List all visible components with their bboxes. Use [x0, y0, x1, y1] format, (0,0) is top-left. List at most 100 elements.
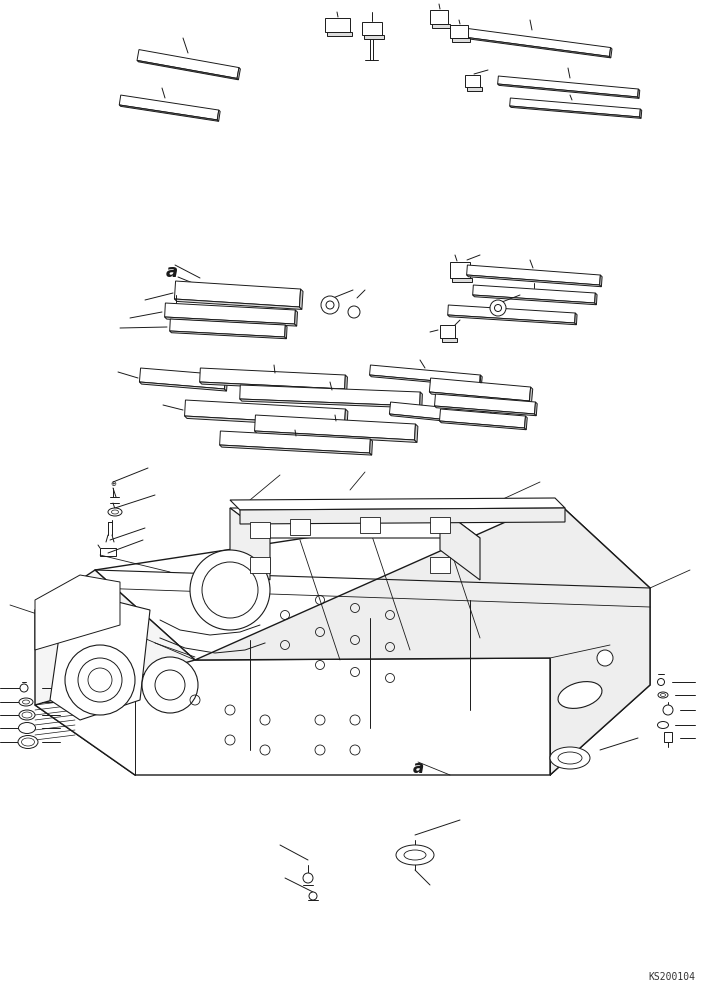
- Polygon shape: [465, 75, 480, 87]
- Polygon shape: [300, 289, 303, 309]
- Polygon shape: [240, 508, 565, 524]
- Circle shape: [142, 657, 198, 713]
- Polygon shape: [467, 87, 482, 91]
- Polygon shape: [639, 109, 642, 119]
- Polygon shape: [467, 275, 601, 287]
- Polygon shape: [600, 275, 602, 287]
- Polygon shape: [389, 402, 491, 424]
- Polygon shape: [170, 331, 286, 339]
- Polygon shape: [452, 278, 472, 282]
- Polygon shape: [230, 498, 565, 510]
- Polygon shape: [369, 439, 372, 455]
- Ellipse shape: [108, 508, 122, 516]
- FancyBboxPatch shape: [250, 557, 270, 573]
- Polygon shape: [430, 10, 448, 24]
- Polygon shape: [345, 409, 348, 428]
- Ellipse shape: [550, 747, 590, 769]
- Polygon shape: [525, 416, 527, 430]
- Polygon shape: [452, 38, 470, 42]
- Polygon shape: [200, 382, 347, 391]
- Polygon shape: [364, 35, 384, 39]
- Polygon shape: [448, 315, 577, 325]
- Ellipse shape: [658, 721, 668, 728]
- Polygon shape: [434, 406, 537, 416]
- Polygon shape: [467, 265, 601, 285]
- Polygon shape: [119, 95, 219, 120]
- Polygon shape: [575, 313, 577, 325]
- Polygon shape: [415, 424, 418, 443]
- Circle shape: [663, 705, 673, 715]
- Polygon shape: [137, 60, 238, 80]
- Polygon shape: [389, 414, 491, 426]
- Polygon shape: [230, 508, 480, 538]
- Polygon shape: [174, 281, 300, 307]
- Circle shape: [597, 650, 613, 666]
- Polygon shape: [534, 402, 537, 416]
- Circle shape: [65, 645, 135, 715]
- Circle shape: [303, 873, 313, 883]
- Polygon shape: [35, 575, 120, 650]
- Text: a: a: [166, 263, 178, 281]
- Polygon shape: [472, 285, 595, 303]
- Polygon shape: [217, 110, 220, 122]
- Polygon shape: [185, 416, 347, 428]
- Polygon shape: [369, 375, 482, 386]
- Polygon shape: [609, 47, 612, 58]
- FancyBboxPatch shape: [360, 517, 380, 533]
- Polygon shape: [460, 28, 611, 56]
- Polygon shape: [472, 295, 596, 304]
- Polygon shape: [434, 394, 536, 414]
- Polygon shape: [165, 317, 297, 326]
- Polygon shape: [489, 412, 492, 426]
- Polygon shape: [510, 106, 641, 119]
- Ellipse shape: [18, 735, 38, 749]
- Polygon shape: [529, 387, 533, 403]
- Polygon shape: [327, 32, 352, 36]
- Polygon shape: [345, 375, 348, 391]
- Circle shape: [190, 550, 270, 630]
- Polygon shape: [255, 415, 415, 440]
- Polygon shape: [439, 409, 525, 428]
- Ellipse shape: [18, 722, 35, 733]
- Text: KS200104: KS200104: [648, 972, 695, 982]
- Circle shape: [658, 679, 665, 686]
- Polygon shape: [439, 421, 526, 430]
- Polygon shape: [637, 89, 639, 99]
- Polygon shape: [460, 37, 611, 58]
- Polygon shape: [220, 445, 372, 455]
- Polygon shape: [442, 338, 457, 342]
- Circle shape: [309, 892, 317, 900]
- Ellipse shape: [558, 682, 602, 708]
- Polygon shape: [165, 303, 295, 324]
- FancyBboxPatch shape: [290, 519, 310, 535]
- Ellipse shape: [396, 845, 434, 865]
- Polygon shape: [119, 105, 219, 122]
- Polygon shape: [200, 368, 345, 389]
- Ellipse shape: [658, 692, 668, 698]
- Polygon shape: [230, 508, 270, 580]
- Ellipse shape: [19, 698, 33, 706]
- Polygon shape: [220, 431, 370, 453]
- Polygon shape: [510, 98, 640, 117]
- Polygon shape: [369, 365, 480, 385]
- Polygon shape: [440, 325, 455, 338]
- Polygon shape: [174, 299, 302, 309]
- Polygon shape: [185, 400, 345, 425]
- FancyBboxPatch shape: [430, 557, 450, 573]
- Polygon shape: [140, 382, 226, 391]
- Circle shape: [490, 300, 506, 316]
- Text: a: a: [412, 759, 424, 777]
- Polygon shape: [295, 310, 298, 326]
- Polygon shape: [50, 600, 150, 720]
- Polygon shape: [479, 375, 482, 386]
- Polygon shape: [170, 319, 286, 337]
- Polygon shape: [450, 25, 468, 38]
- Polygon shape: [100, 548, 116, 556]
- Polygon shape: [137, 49, 239, 78]
- Ellipse shape: [19, 710, 35, 720]
- Polygon shape: [35, 570, 195, 775]
- Polygon shape: [419, 392, 422, 408]
- Polygon shape: [240, 385, 420, 406]
- Polygon shape: [325, 18, 350, 32]
- Polygon shape: [440, 508, 480, 580]
